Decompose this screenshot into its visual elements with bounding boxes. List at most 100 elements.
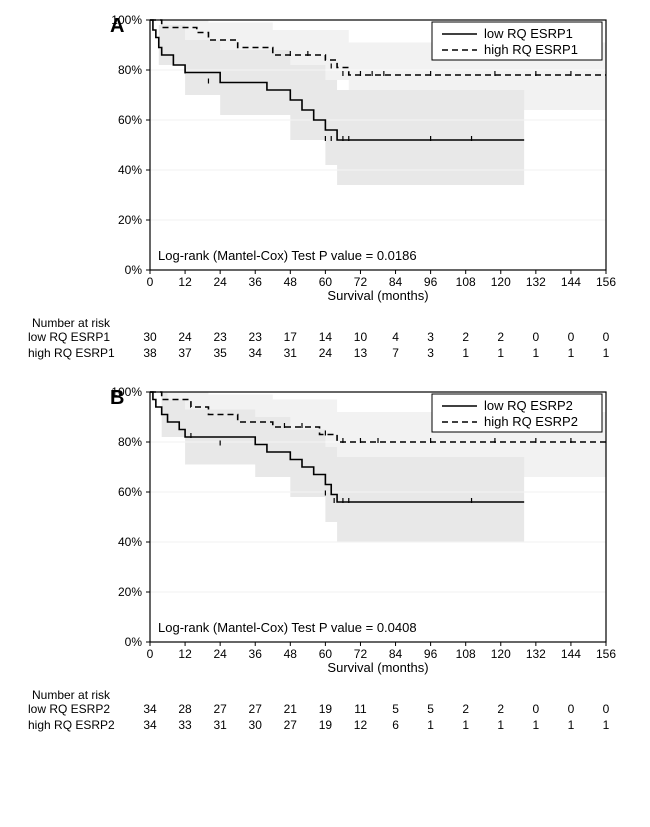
risk-cell: 1 (456, 718, 476, 732)
risk-row-label: high RQ ESRP1 (28, 346, 115, 360)
risk-cell: 7 (386, 346, 406, 360)
risk-cell: 2 (456, 702, 476, 716)
risk-cell: 27 (210, 702, 230, 716)
risk-row: high RQ ESRP1383735343124137311111 (10, 346, 640, 362)
risk-cell: 11 (350, 702, 370, 716)
risk-cell: 2 (491, 330, 511, 344)
risk-cell: 1 (561, 346, 581, 360)
xtick-label: 132 (526, 647, 546, 661)
risk-cell: 27 (245, 702, 265, 716)
km-chart: 0%20%40%60%80%100%0122436486072849610812… (10, 10, 630, 310)
risk-cell: 13 (350, 346, 370, 360)
xtick-label: 108 (456, 647, 476, 661)
xtick-label: 84 (389, 647, 403, 661)
risk-cell: 24 (175, 330, 195, 344)
risk-table: Number at risklow RQ ESRP234282727211911… (10, 688, 640, 734)
xtick-label: 24 (213, 647, 227, 661)
risk-cell: 17 (280, 330, 300, 344)
risk-cell: 10 (350, 330, 370, 344)
risk-cell: 23 (210, 330, 230, 344)
legend-label-low: low RQ ESRP2 (484, 398, 573, 413)
risk-row-label: low RQ ESRP1 (28, 330, 110, 344)
risk-cell: 33 (175, 718, 195, 732)
xtick-label: 96 (424, 275, 438, 289)
risk-cell: 38 (140, 346, 160, 360)
risk-cell: 6 (386, 718, 406, 732)
risk-cell: 0 (561, 702, 581, 716)
xtick-label: 144 (561, 647, 581, 661)
risk-cell: 1 (596, 718, 616, 732)
risk-cell: 21 (280, 702, 300, 716)
risk-cell: 1 (421, 718, 441, 732)
legend-label-high: high RQ ESRP1 (484, 42, 578, 57)
risk-cell: 27 (280, 718, 300, 732)
risk-cell: 12 (350, 718, 370, 732)
risk-cell: 4 (386, 330, 406, 344)
risk-cell: 19 (315, 702, 335, 716)
km-panel-a: 0%20%40%60%80%100%0122436486072849610812… (10, 10, 640, 362)
risk-row: high RQ ESRP2343331302719126111111 (10, 718, 640, 734)
risk-cell: 0 (596, 330, 616, 344)
x-axis-label: Survival (months) (327, 288, 428, 303)
risk-cell: 0 (526, 702, 546, 716)
ytick-label: 0% (125, 263, 143, 277)
risk-cell: 1 (526, 718, 546, 732)
km-chart: 0%20%40%60%80%100%0122436486072849610812… (10, 382, 630, 682)
risk-cell: 0 (526, 330, 546, 344)
xtick-label: 156 (596, 275, 616, 289)
risk-cell: 34 (245, 346, 265, 360)
xtick-label: 24 (213, 275, 227, 289)
risk-cell: 0 (561, 330, 581, 344)
risk-cell: 31 (210, 718, 230, 732)
risk-cell: 14 (315, 330, 335, 344)
risk-cell: 23 (245, 330, 265, 344)
km-panel-b: 0%20%40%60%80%100%0122436486072849610812… (10, 382, 640, 734)
risk-cell: 37 (175, 346, 195, 360)
ytick-label: 40% (118, 163, 142, 177)
xtick-label: 72 (354, 275, 368, 289)
ytick-label: 20% (118, 213, 142, 227)
risk-cell: 2 (456, 330, 476, 344)
pvalue-text: Log-rank (Mantel-Cox) Test P value = 0.0… (158, 248, 417, 263)
xtick-label: 156 (596, 647, 616, 661)
risk-cell: 1 (561, 718, 581, 732)
risk-table: Number at risklow RQ ESRP130242323171410… (10, 316, 640, 362)
risk-cell: 3 (421, 330, 441, 344)
risk-cell: 5 (421, 702, 441, 716)
xtick-label: 72 (354, 647, 368, 661)
xtick-label: 12 (178, 647, 192, 661)
risk-cell: 30 (245, 718, 265, 732)
risk-row-label: high RQ ESRP2 (28, 718, 115, 732)
xtick-label: 120 (491, 647, 511, 661)
risk-cell: 28 (175, 702, 195, 716)
pvalue-text: Log-rank (Mantel-Cox) Test P value = 0.0… (158, 620, 417, 635)
risk-cell: 1 (456, 346, 476, 360)
xtick-label: 0 (147, 275, 154, 289)
xtick-label: 132 (526, 275, 546, 289)
risk-cell: 1 (526, 346, 546, 360)
risk-row: low RQ ESRP2342827272119115522000 (10, 702, 640, 718)
risk-cell: 1 (491, 718, 511, 732)
xtick-label: 0 (147, 647, 154, 661)
xtick-label: 48 (284, 647, 298, 661)
risk-cell: 34 (140, 702, 160, 716)
x-axis-label: Survival (months) (327, 660, 428, 675)
risk-cell: 2 (491, 702, 511, 716)
ytick-label: 80% (118, 435, 142, 449)
ytick-label: 0% (125, 635, 143, 649)
ytick-label: 80% (118, 63, 142, 77)
risk-cell: 1 (491, 346, 511, 360)
risk-cell: 31 (280, 346, 300, 360)
xtick-label: 144 (561, 275, 581, 289)
risk-cell: 1 (596, 346, 616, 360)
risk-table-title: Number at risk (32, 316, 640, 330)
ytick-label: 60% (118, 113, 142, 127)
risk-cell: 3 (421, 346, 441, 360)
risk-cell: 30 (140, 330, 160, 344)
legend-label-high: high RQ ESRP2 (484, 414, 578, 429)
risk-cell: 34 (140, 718, 160, 732)
risk-cell: 5 (386, 702, 406, 716)
xtick-label: 48 (284, 275, 298, 289)
xtick-label: 12 (178, 275, 192, 289)
risk-table-title: Number at risk (32, 688, 640, 702)
